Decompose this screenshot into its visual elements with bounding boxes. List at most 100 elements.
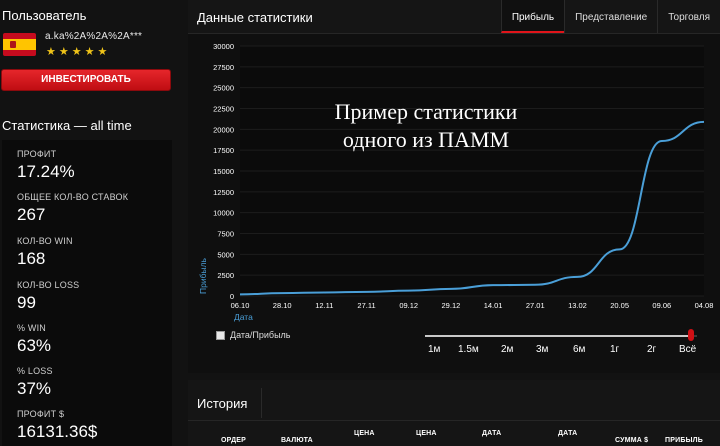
period-2y[interactable]: 2г (647, 344, 657, 355)
date-profit-toggle[interactable]: Дата/Прибыль (216, 330, 291, 340)
watermark-text: Пример статистики одного из ПАММ (306, 98, 546, 154)
column-header[interactable]: ОРДЕР (221, 437, 246, 444)
column-header[interactable]: ЦЕНА (416, 430, 437, 437)
star-icon: ★ (46, 46, 56, 58)
y-axis-label: Прибыль (198, 257, 208, 294)
x-tick-label: 20.05 (610, 301, 629, 310)
header-divider (188, 33, 720, 34)
column-header[interactable]: ЦЕНА (354, 430, 375, 437)
y-tick-label: 15000 (213, 167, 234, 176)
stat-label: КОЛ-ВО WIN (17, 236, 73, 246)
history-table-header: ОРДЕР ВАЛЮТА ЦЕНА ЦЕНА ДАТА ДАТА СУММА $… (188, 430, 720, 446)
period-1y[interactable]: 1г (610, 344, 620, 355)
tab-profit[interactable]: Прибыль (500, 0, 565, 33)
column-header[interactable]: ПРИБЫЛЬ (665, 437, 703, 444)
profit-chart-svg: 0 2500 5000 7500 10000 12500 15000 17500 20000 22… (198, 42, 714, 322)
column-header[interactable]: ДАТА (482, 430, 502, 437)
tab-trading[interactable]: Торговля (657, 0, 720, 33)
x-tick-label: 14.01 (484, 301, 503, 310)
column-header[interactable]: ДАТА (558, 430, 578, 437)
stat-loss-count: КОЛ-ВО LOSS 99 (17, 280, 79, 313)
period-1-5m[interactable]: 1.5м (458, 344, 479, 355)
checkbox[interactable] (216, 330, 225, 340)
period-6m[interactable]: 6м (573, 344, 586, 355)
stat-value: 168 (17, 249, 46, 268)
stat-label: ПРОФИТ (17, 149, 57, 159)
history-title: История (197, 396, 248, 411)
x-tick-label: 12.11 (315, 301, 333, 310)
y-tick-label: 5000 (217, 250, 234, 259)
username[interactable]: a.ka%2A%2A%2A*** (45, 31, 143, 42)
y-tick-label: 12500 (213, 188, 234, 197)
x-tick-label: 27.11 (357, 301, 375, 310)
profit-series-line (239, 120, 705, 296)
period-1m[interactable]: 1м (428, 344, 441, 355)
x-tick-label: 04.08 (695, 301, 714, 310)
watermark-line-1: Пример статистики (334, 99, 518, 124)
stat-loss-percent: % LOSS 37% (17, 366, 53, 399)
stat-win-count: КОЛ-ВО WIN 168 (17, 236, 73, 269)
stat-value: 267 (17, 205, 46, 224)
stat-label: % WIN (17, 323, 46, 333)
stat-total-bets: ОБЩЕЕ КОЛ-ВО СТАВОК 267 (17, 192, 128, 225)
stat-profit: ПРОФИТ 17.24% (17, 149, 75, 182)
column-header[interactable]: СУММА $ (615, 437, 649, 444)
spain-flag-icon (3, 33, 36, 56)
x-tick-label: 09.06 (652, 301, 671, 310)
stat-label: ПРОФИТ $ (17, 409, 65, 419)
y-tick-label: 2500 (217, 271, 234, 280)
profit-chart: 0 2500 5000 7500 10000 12500 15000 17500 20000 22… (188, 34, 720, 373)
star-icon: ★ (71, 46, 82, 58)
y-tick-label: 0 (230, 292, 234, 301)
checkbox-label: Дата/Прибыль (230, 330, 291, 340)
y-tick-label: 27500 (213, 63, 234, 72)
stat-win-percent: % WIN 63% (17, 323, 51, 356)
y-tick-label: 17500 (213, 146, 234, 155)
x-axis-label: Дата (234, 312, 253, 322)
stats-title: Статистика — all time (2, 118, 132, 133)
x-tick-label: 06.10 (231, 301, 250, 310)
y-tick-label: 30000 (213, 42, 234, 51)
history-header-divider (188, 420, 720, 421)
y-tick-label: 20000 (213, 125, 234, 134)
x-tick-label: 13.02 (568, 301, 587, 310)
history-title-divider (261, 388, 262, 418)
user-section-title: Пользователь (2, 8, 87, 23)
rating-stars: ★ ★ ★ ★ ★ (46, 47, 107, 58)
period-selector: 1м 1.5м 2м 3м 6м 1г 2г Всё (188, 344, 720, 358)
x-tick-label: 29.12 (442, 301, 461, 310)
stat-label: % LOSS (17, 366, 53, 376)
user-sidebar: Пользователь a.ka%2A%2A%2A*** ★ ★ ★ ★ ★ ИНВЕ… (0, 0, 180, 446)
stat-value: 37% (17, 379, 52, 398)
star-icon: ★ (84, 46, 95, 58)
stat-profit-usd: ПРОФИТ $ 16131.36$ (17, 409, 97, 442)
stat-value: 63% (17, 336, 52, 355)
history-panel: История ОРДЕР ВАЛЮТА ЦЕНА ЦЕНА ДАТА ДАТА… (188, 380, 720, 446)
x-tick-label: 09.12 (399, 301, 418, 310)
page-title: Данные статистики (197, 10, 313, 25)
period-2m[interactable]: 2м (501, 344, 514, 355)
star-icon: ★ (97, 46, 108, 58)
y-tick-label: 10000 (213, 209, 234, 218)
range-slider-fill (425, 335, 689, 337)
invest-button[interactable]: ИНВЕСТИРОВАТЬ (1, 69, 171, 91)
y-tick-label: 25000 (213, 84, 234, 93)
period-all[interactable]: Всё (679, 344, 697, 355)
stat-label: КОЛ-ВО LOSS (17, 280, 80, 290)
column-header[interactable]: ВАЛЮТА (281, 437, 313, 444)
stat-value: 17.24% (17, 162, 75, 181)
x-tick-label: 27.01 (526, 301, 545, 310)
stats-panel: ПРОФИТ 17.24% ОБЩЕЕ КОЛ-ВО СТАВОК 267 КО… (2, 140, 172, 446)
y-tick-label: 22500 (213, 105, 234, 114)
star-icon: ★ (58, 46, 69, 58)
range-slider-handle[interactable] (688, 329, 694, 341)
watermark-line-2: одного из ПАММ (342, 127, 510, 152)
stat-value: 16131.36$ (17, 422, 98, 441)
x-tick-label: 28.10 (273, 301, 292, 310)
chart-tabs: Прибыль Представление Торговля (500, 0, 720, 33)
y-tick-label: 7500 (217, 230, 234, 239)
period-3m[interactable]: 3м (536, 344, 549, 355)
tab-performance[interactable]: Представление (564, 0, 657, 33)
stat-label: ОБЩЕЕ КОЛ-ВО СТАВОК (17, 192, 129, 202)
statistics-panel: Данные статистики Прибыль Представление … (188, 0, 720, 373)
